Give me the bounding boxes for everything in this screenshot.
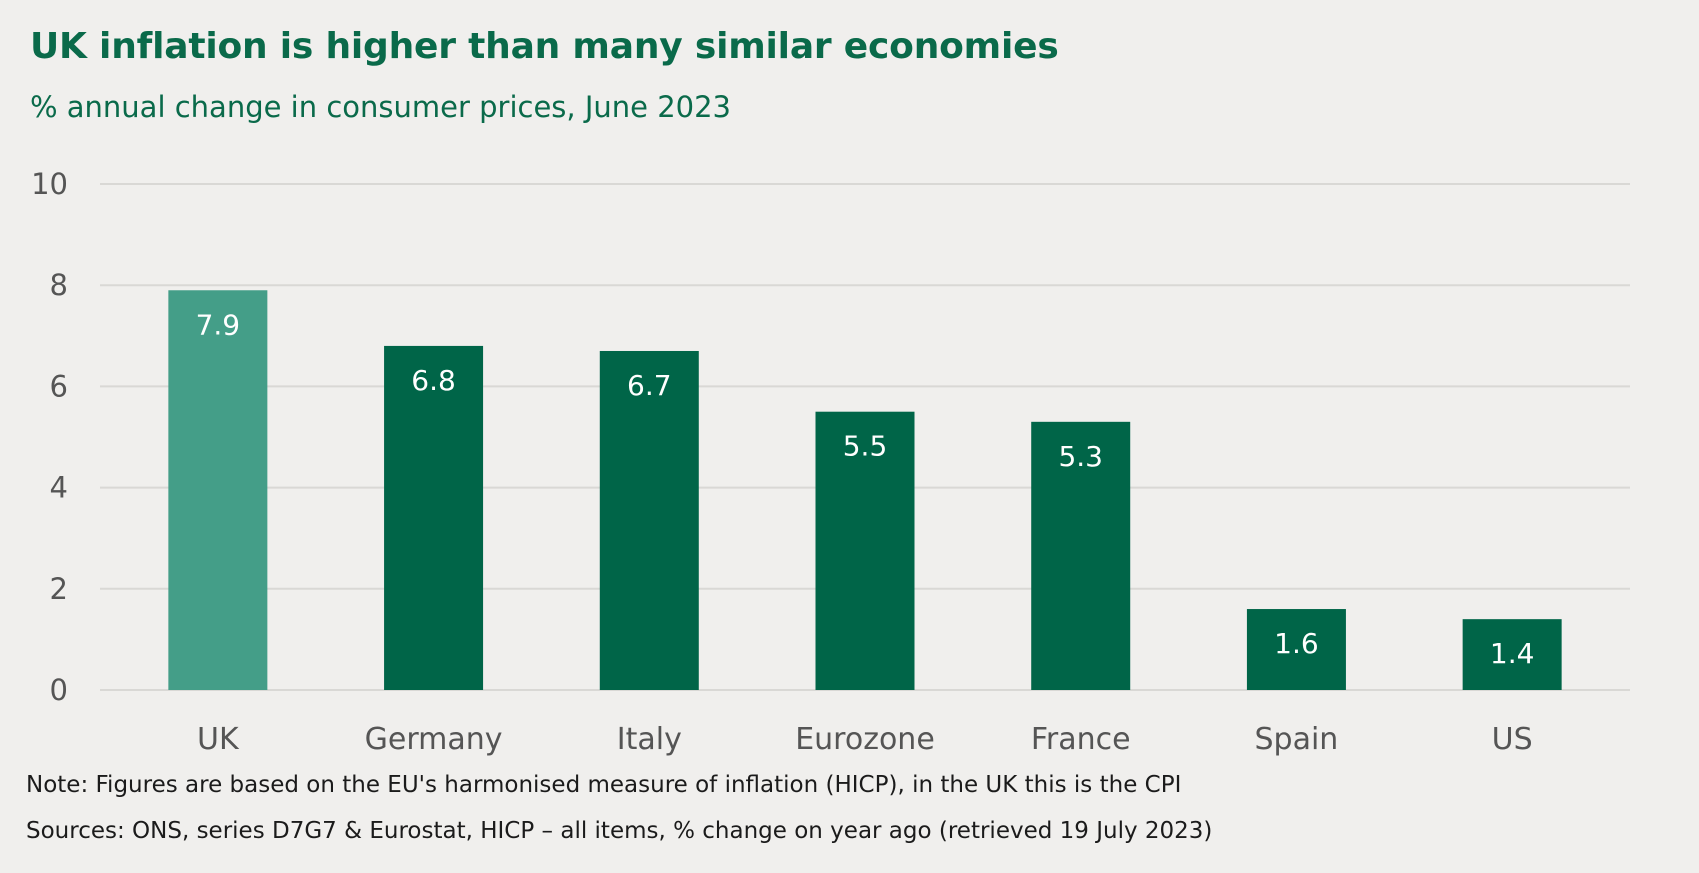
bar-us — [1462, 619, 1562, 690]
data-label-germany: 6.8 — [411, 364, 456, 397]
y-tick-label: 2 — [50, 572, 68, 606]
bar-italy — [599, 350, 699, 690]
x-tick-label-eurozone: Eurozone — [795, 722, 935, 757]
y-tick-label: 4 — [50, 471, 68, 505]
bar-germany — [384, 345, 484, 690]
chart-subtitle: % annual change in consumer prices, June… — [30, 90, 732, 124]
data-label-us: 1.4 — [1490, 637, 1535, 670]
x-axis-ticks: UK Germany Italy Eurozone France Spain US — [197, 722, 1533, 757]
x-tick-label-us: US — [1492, 722, 1533, 757]
chart-sources: Sources: ONS, series D7G7 & Eurostat, HI… — [26, 818, 1213, 844]
data-label-france: 5.3 — [1058, 440, 1103, 473]
bar-spain — [1246, 609, 1346, 690]
x-tick-label-uk: UK — [197, 722, 240, 757]
y-axis-ticks: 0 2 4 6 8 10 — [31, 167, 68, 707]
x-tick-label-germany: Germany — [365, 722, 503, 757]
data-label-eurozone: 5.5 — [843, 430, 888, 463]
data-label-uk: 7.9 — [196, 308, 241, 341]
bar-eurozone — [815, 411, 915, 690]
x-tick-label-france: France — [1031, 722, 1131, 757]
y-tick-label: 10 — [31, 167, 68, 201]
chart-title: UK inflation is higher than many similar… — [30, 26, 1059, 67]
data-label-italy: 6.7 — [627, 369, 672, 402]
x-tick-label-spain: Spain — [1255, 722, 1339, 757]
data-label-spain: 1.6 — [1274, 627, 1319, 660]
data-labels: 7.9 6.8 6.7 5.5 5.3 1.6 1.4 — [196, 308, 1535, 670]
bar-france — [1031, 421, 1131, 690]
bar-uk — [168, 290, 268, 690]
bar-chart: 0 2 4 6 8 10 7.9 6.8 6.7 5.5 5.3 1.6 1.4 UK Germany I… — [31, 167, 1630, 757]
y-tick-label: 8 — [50, 268, 68, 302]
chart-note: Note: Figures are based on the EU's harm… — [26, 772, 1182, 798]
bars — [168, 290, 1562, 690]
y-tick-label: 6 — [50, 369, 68, 403]
y-tick-label: 0 — [50, 673, 68, 707]
x-tick-label-italy: Italy — [617, 722, 682, 757]
